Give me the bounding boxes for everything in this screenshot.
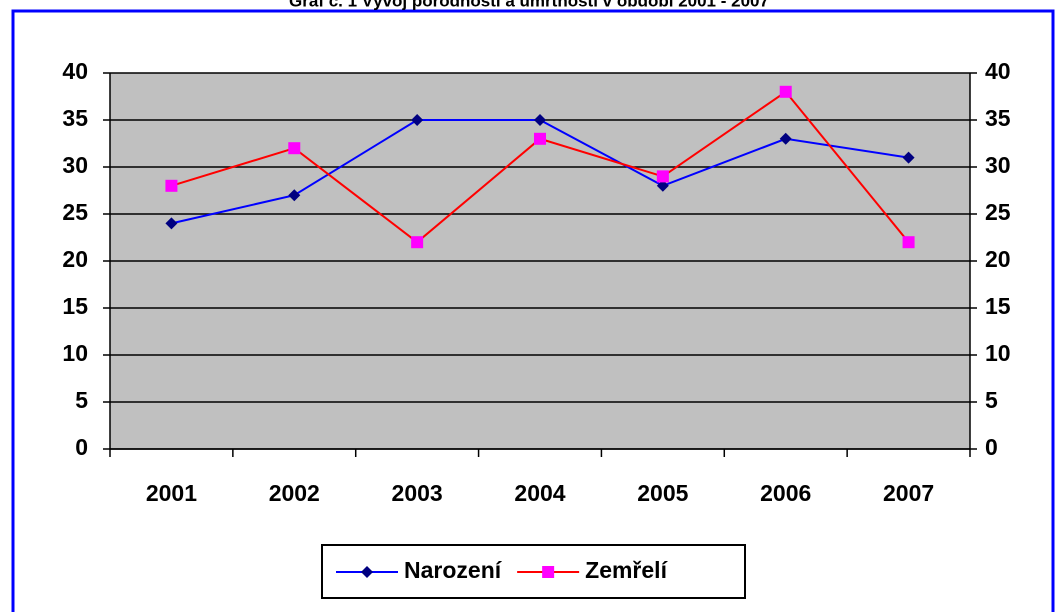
x-tick-label: 2007	[883, 480, 934, 506]
legend-marker	[361, 566, 373, 578]
y-tick-label: 15	[62, 293, 88, 319]
marker	[165, 217, 178, 230]
x-tick-label: 2004	[514, 480, 565, 506]
y-tick-label: 10	[62, 340, 88, 366]
marker	[288, 189, 301, 202]
y-tick-label: 20	[62, 246, 88, 272]
marker	[534, 132, 546, 145]
marker	[902, 151, 915, 164]
x-tick-label: 2006	[760, 480, 811, 506]
y-tick-label: 5	[75, 387, 88, 413]
y2-tick-label: 30	[985, 152, 1011, 178]
marker	[779, 132, 792, 145]
marker	[779, 85, 792, 98]
x-tick-label: 2001	[146, 480, 197, 506]
marker	[656, 179, 669, 192]
chart-title: Graf č. 1 Vývoj porodnosti a úmrtnosti v…	[289, 0, 769, 10]
y2-tick-label: 5	[985, 387, 998, 413]
x-tick-label: 2005	[637, 480, 688, 506]
legend-label: Narození	[404, 557, 503, 583]
y-tick-label: 35	[62, 105, 88, 131]
legend: Narození Zemřelí	[321, 544, 746, 599]
x-tick-label: 2002	[269, 480, 320, 506]
y2-tick-label: 25	[985, 199, 1011, 225]
legend-marker	[542, 566, 555, 578]
y2-tick-label: 0	[985, 434, 998, 460]
y2-tick-label: 35	[985, 105, 1011, 131]
x-tick-label: 2003	[392, 480, 443, 506]
y-tick-label: 40	[62, 58, 88, 84]
y-tick-label: 25	[62, 199, 88, 225]
y2-tick-label: 10	[985, 340, 1011, 366]
marker	[165, 179, 178, 192]
y-tick-label: 0	[75, 434, 88, 460]
marker	[656, 170, 669, 183]
y2-tick-label: 40	[985, 58, 1011, 84]
marker	[288, 142, 301, 155]
marker	[534, 114, 546, 126]
marker	[411, 236, 424, 249]
y2-tick-label: 20	[985, 246, 1011, 272]
marker	[411, 114, 424, 126]
y-tick-label: 30	[62, 152, 88, 178]
legend-label: Zemřelí	[585, 557, 668, 583]
marker	[902, 236, 915, 249]
y2-tick-label: 15	[985, 293, 1011, 319]
